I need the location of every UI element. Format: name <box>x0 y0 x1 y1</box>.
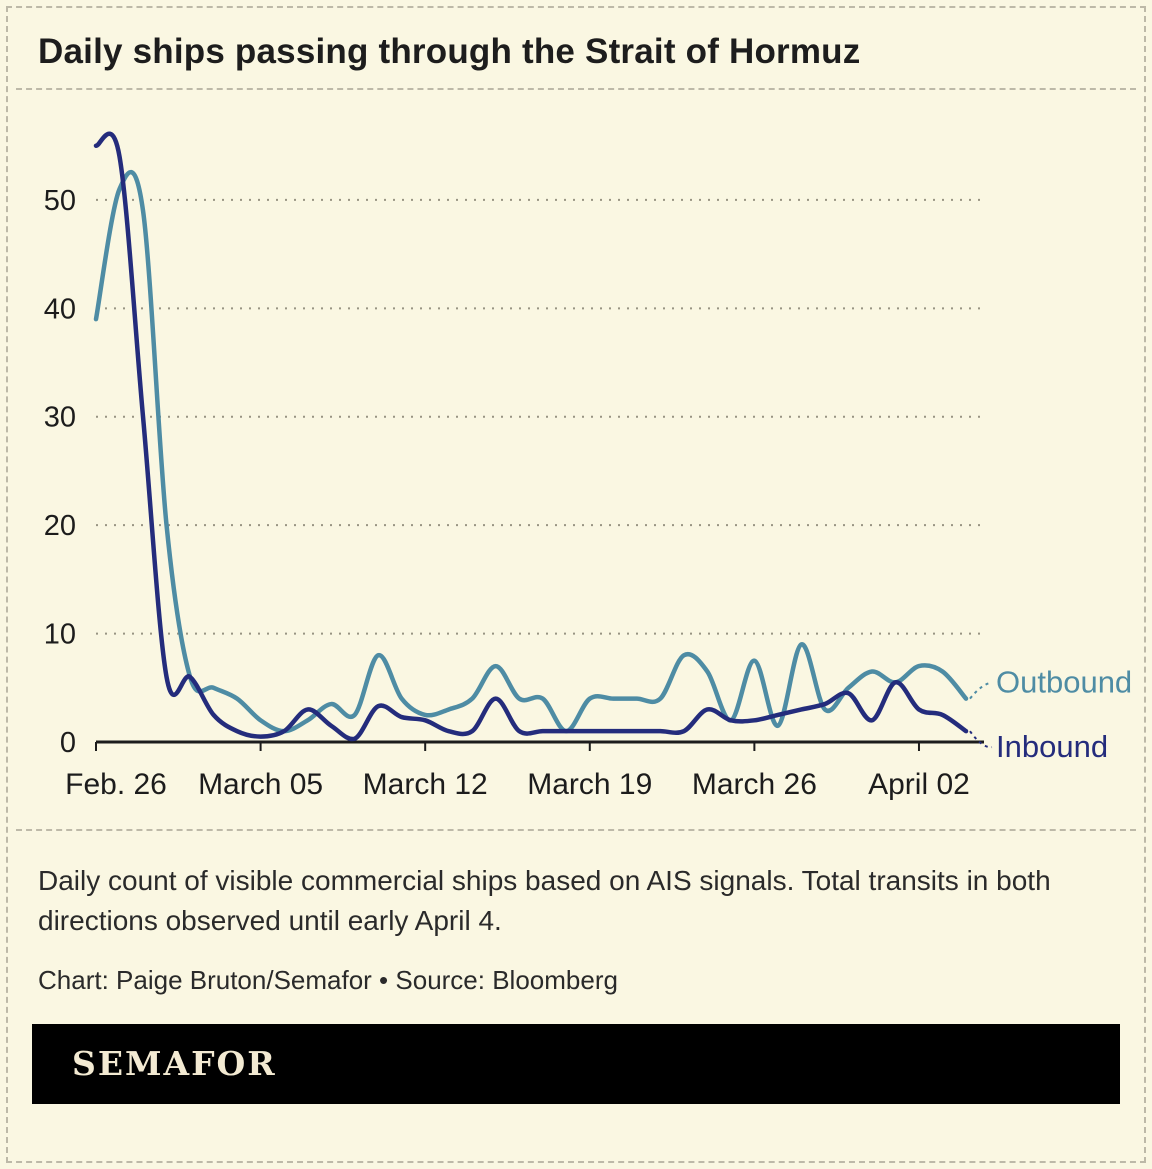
page-title: Daily ships passing through the Strait o… <box>38 32 861 71</box>
outbound-leader-line <box>969 681 993 700</box>
x-tick-label: March 12 <box>363 768 488 801</box>
y-tick-label: 10 <box>44 619 76 651</box>
y-tick-label: 40 <box>44 293 76 325</box>
y-tick-label: 50 <box>44 185 76 217</box>
x-tick-label: March 05 <box>198 768 323 801</box>
divider-bottom <box>16 829 1136 831</box>
chart-svg: 10 20 30 40 50 0 Feb. 26 March 05 March 12 March … <box>44 131 1132 801</box>
chart-card: Daily ships passing through the Strait o… <box>6 6 1146 1163</box>
x-tick-label: Feb. 26 <box>65 768 167 801</box>
inbound-line <box>93 131 969 742</box>
brand-wordmark: SEMAFOR <box>72 1044 277 1083</box>
chart-caption: Daily count of visible commercial ships … <box>38 865 1051 936</box>
divider-top <box>16 88 1136 90</box>
y-tick-label: 0 <box>60 727 76 759</box>
chart-area: 10 20 30 40 50 0 Feb. 26 March 05 March 12 March … <box>8 94 1144 829</box>
x-tick-label: March 19 <box>527 768 652 801</box>
y-tick-label: 30 <box>44 402 76 434</box>
x-tick-label: April 02 <box>868 768 970 801</box>
outbound-line <box>93 169 969 734</box>
brand-footer: SEMAFOR <box>32 1023 1120 1104</box>
inbound-leader-line <box>969 730 993 749</box>
x-tick-label: March 26 <box>692 768 817 801</box>
chart-credit: Chart: Paige Bruton/Semafor • Source: Bl… <box>38 964 618 995</box>
outbound-label: Outbound <box>996 665 1132 700</box>
y-tick-label: 20 <box>44 510 76 542</box>
inbound-label: Inbound <box>996 729 1108 764</box>
